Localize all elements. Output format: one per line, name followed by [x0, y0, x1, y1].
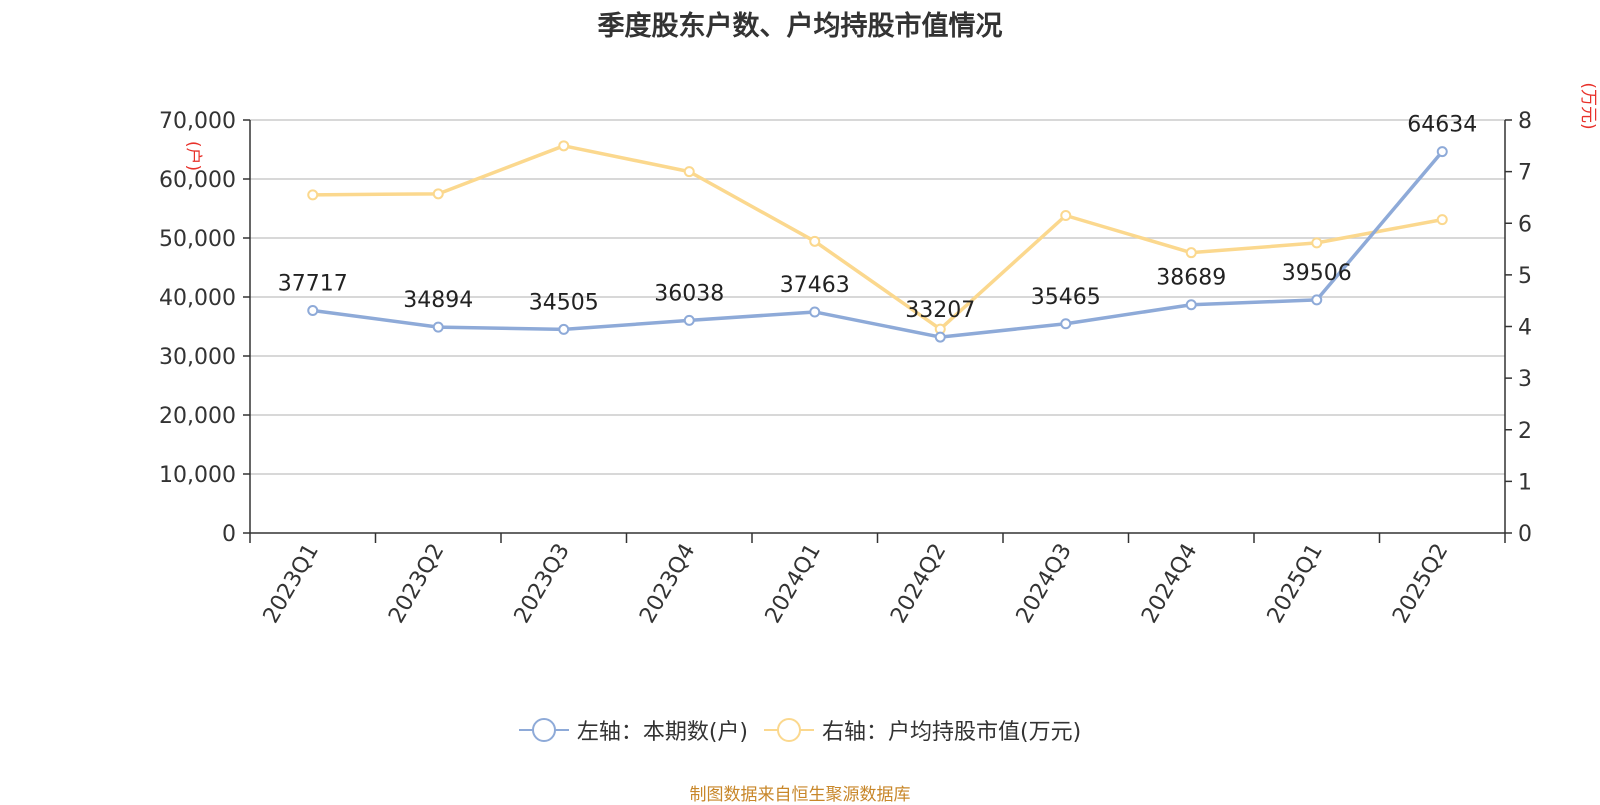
data-label-holders: 34505	[529, 290, 599, 315]
left-tick-label: 20,000	[159, 404, 236, 429]
axis-layer: 0 10,000 20,000 30,000 40,000 50,000 60,000 70,…	[159, 82, 1598, 627]
right-tick-label: 2	[1518, 419, 1532, 444]
right-tick-label: 0	[1518, 522, 1532, 547]
right-unit-label: (万元)	[1578, 82, 1598, 129]
right-tick-label: 8	[1518, 109, 1532, 134]
x-tick-label: 2024Q1	[761, 540, 826, 628]
point-holders	[1436, 146, 1448, 158]
point-market-value	[1436, 214, 1448, 226]
x-tick-label: 2025Q2	[1388, 540, 1453, 628]
x-tick-label: 2024Q4	[1137, 540, 1202, 628]
data-label-holders: 37463	[780, 273, 850, 298]
point-market-value	[432, 188, 444, 200]
x-tick-label: 2025Q1	[1263, 540, 1328, 628]
left-tick-label: 50,000	[159, 227, 236, 252]
left-unit-label: (户)	[183, 141, 203, 171]
legend-label-market-value: 右轴：户均持股市值(万元)	[822, 720, 1082, 745]
right-tick-label: 3	[1518, 367, 1532, 392]
point-holders	[307, 304, 319, 316]
x-tick-label: 2023Q2	[384, 540, 449, 628]
point-holders	[1185, 299, 1197, 311]
right-tick-label: 6	[1518, 212, 1532, 237]
left-tick-label: 10,000	[159, 463, 236, 488]
label-layer: 37717 34894 34505 36038 37463 33207 35465 38689…	[278, 113, 1478, 323]
x-tick-label: 2024Q2	[886, 540, 951, 628]
point-holders	[1060, 318, 1072, 330]
point-holders	[1311, 294, 1323, 306]
point-holders	[809, 306, 821, 318]
series-line-market-value	[312, 144, 1443, 331]
point-market-value	[307, 189, 319, 201]
point-holders	[558, 323, 570, 335]
right-tick-label: 7	[1518, 161, 1532, 186]
right-tick-label: 5	[1518, 264, 1532, 289]
data-label-holders: 36038	[654, 281, 724, 306]
point-market-value	[683, 166, 695, 178]
point-market-value	[558, 140, 570, 152]
point-market-value	[809, 235, 821, 247]
legend-item-market-value[interactable]: 右轴：户均持股市值(万元)	[764, 714, 1081, 746]
point-holders	[432, 321, 444, 333]
legend-swatch-holders	[518, 718, 569, 742]
x-tick-label: 2024Q3	[1012, 540, 1077, 628]
point-holders	[683, 314, 695, 326]
data-label-holders: 34894	[403, 288, 473, 313]
left-tick-label: 30,000	[159, 345, 236, 370]
series-line-holders	[312, 150, 1444, 339]
legend-label-holders: 左轴：本期数(户)	[576, 720, 748, 745]
left-tick-label: 70,000	[159, 109, 236, 134]
x-tick-label: 2023Q1	[259, 540, 324, 628]
grid-layer	[250, 119, 1505, 475]
source-note: 制图数据来自恒生聚源数据库	[689, 785, 911, 805]
legend-marker-market-value	[777, 718, 801, 742]
x-tick-label: 2023Q4	[635, 540, 700, 628]
legend-swatch-market-value	[764, 718, 814, 742]
legend: 左轴：本期数(户) 右轴：户均持股市值(万元)	[0, 714, 1600, 746]
point-market-value	[1185, 247, 1197, 259]
left-tick-label: 60,000	[159, 168, 236, 193]
point-market-value	[1311, 237, 1323, 249]
left-tick-label: 0	[222, 522, 236, 547]
right-tick-label: 4	[1518, 316, 1532, 341]
legend-marker-holders	[531, 718, 556, 742]
left-tick-label: 40,000	[159, 286, 236, 311]
chart-title: 季度股东户数、户均持股市值情况	[597, 11, 1003, 42]
data-label-holders: 38689	[1156, 266, 1226, 291]
series-layer	[307, 140, 1448, 343]
data-label-holders: 33207	[905, 298, 975, 323]
data-label-holders: 35465	[1031, 285, 1101, 310]
point-market-value	[1060, 210, 1072, 222]
x-tick-label: 2023Q3	[510, 540, 575, 628]
data-label-holders: 37717	[278, 271, 348, 296]
legend-item-holders[interactable]: 左轴：本期数(户)	[518, 714, 748, 746]
data-label-holders: 39506	[1282, 261, 1352, 286]
point-holders	[934, 331, 946, 343]
right-tick-label: 1	[1518, 470, 1532, 495]
data-label-holders: 64634	[1407, 113, 1477, 138]
